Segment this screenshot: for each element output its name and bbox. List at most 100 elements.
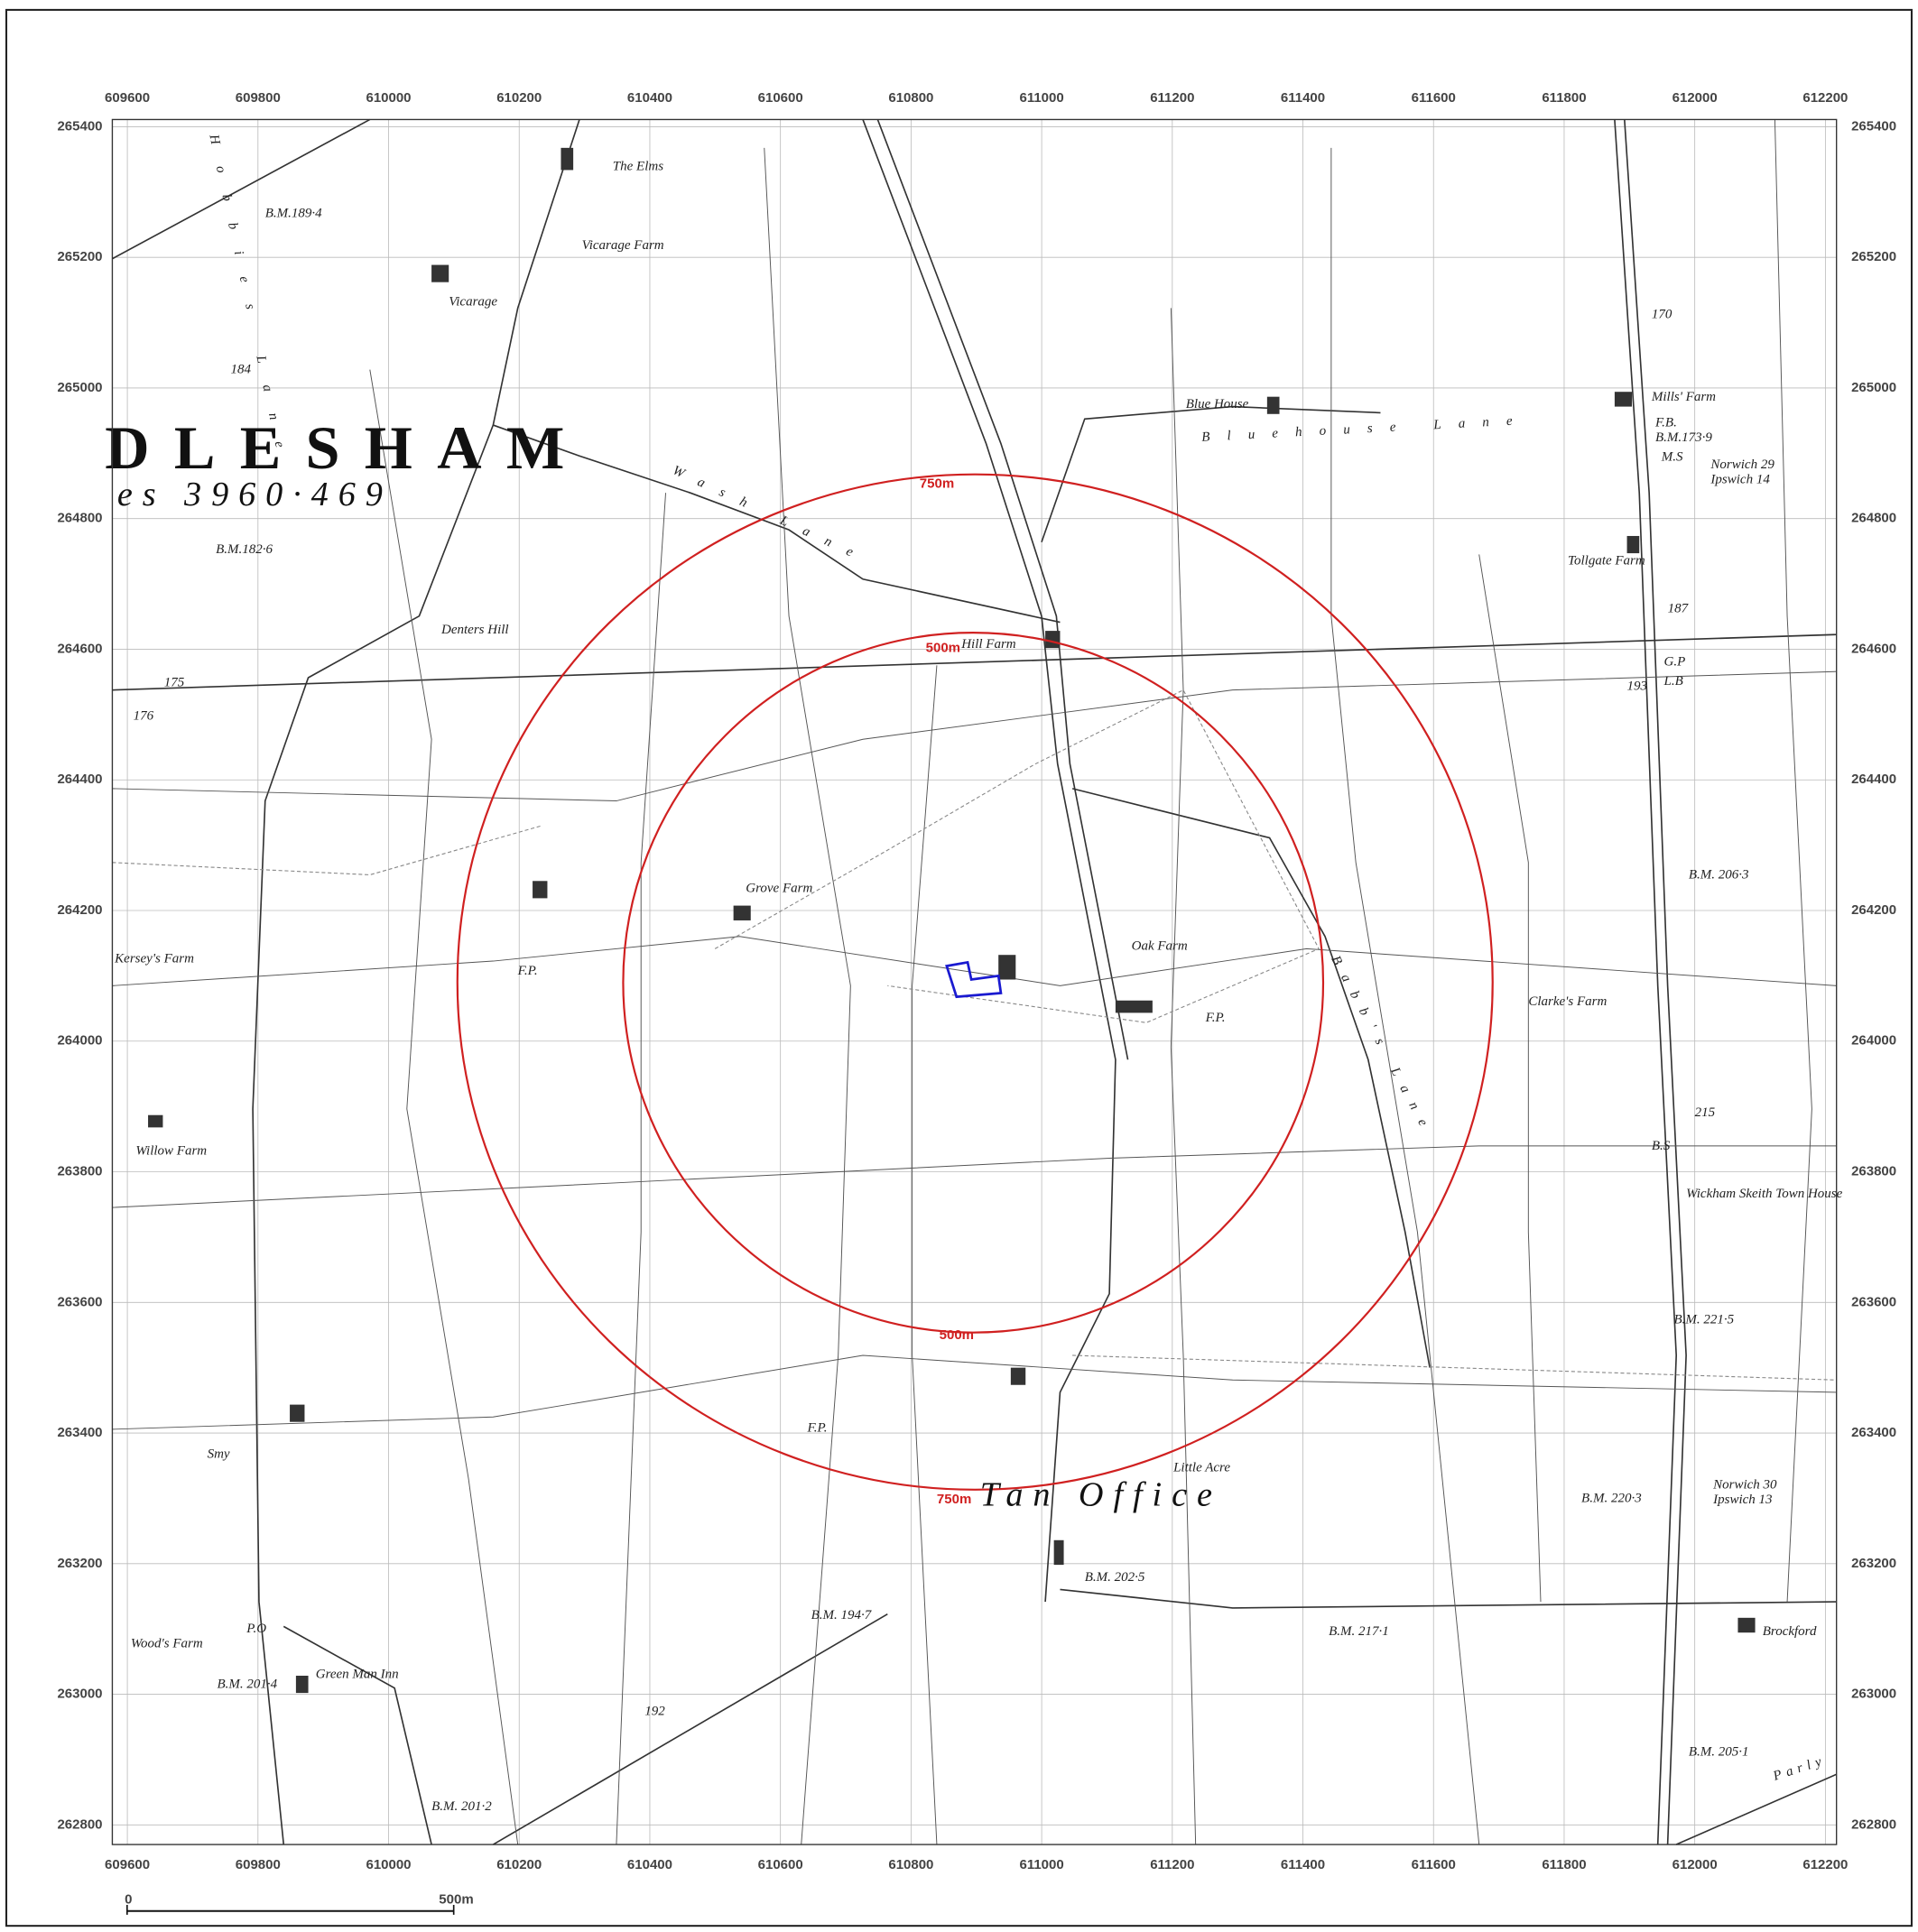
place-label: Tan Office [980, 1476, 1222, 1514]
place-label: Vicarage Farm [582, 238, 664, 253]
y-tick-label: 262800 [57, 1816, 102, 1832]
parish-label: DLESHAM [105, 413, 588, 482]
x-tick-label: 610800 [888, 1857, 933, 1872]
map-frame [111, 118, 1838, 1845]
y-tick-label: 263400 [57, 1425, 102, 1440]
bm-label: B.M. 194·7 [811, 1608, 873, 1622]
height-label: 175 [164, 676, 185, 690]
place-label: Green Man Inn [316, 1668, 399, 1682]
place-label: Blue House [1186, 397, 1249, 411]
place-label: Denters Hill [440, 623, 509, 637]
scale-label: 500m [439, 1891, 473, 1907]
x-tick-label: 610400 [627, 90, 672, 106]
scale-label: 0 [125, 1891, 132, 1907]
bm-label: B.M. 205·1 [1689, 1745, 1749, 1760]
x-tick-label: 612200 [1802, 90, 1848, 106]
y-tick-label: 264800 [57, 511, 102, 526]
roads [112, 118, 1838, 1845]
y-tick-label: 262800 [1851, 1816, 1896, 1832]
x-tick-label: 610000 [366, 1857, 411, 1872]
place-label: Little Acre [1172, 1460, 1230, 1474]
y-tick-label: 265000 [1851, 380, 1896, 395]
place-label: Wood's Farm [131, 1637, 203, 1651]
place-label: Ipswich 14 [1710, 472, 1770, 486]
ring-label: 750m [937, 1492, 971, 1507]
bm-label: B.M. 206·3 [1689, 868, 1749, 883]
x-tick-label: 610400 [627, 1857, 672, 1872]
y-tick-label: 263800 [1851, 1163, 1896, 1179]
place-label: Tollgate Farm [1568, 553, 1645, 568]
x-tick-label: 611400 [1281, 1857, 1325, 1872]
parish-area: es 3960·469 [117, 476, 393, 513]
bm-label: B.M.173·9 [1655, 430, 1712, 445]
place-label: Kersey's Farm [114, 951, 194, 966]
place-label: Wickham Skeith Town House [1686, 1187, 1843, 1201]
place-label: Ipswich 13 [1712, 1493, 1772, 1507]
x-tick-label: 611000 [1019, 90, 1063, 106]
y-tick-label: 263200 [1851, 1556, 1896, 1571]
fields [112, 119, 1837, 1845]
x-tick-label: 611600 [1412, 1857, 1456, 1872]
bm-label: B.M. 221·5 [1673, 1312, 1734, 1327]
place-label: L.B [1663, 674, 1683, 689]
place-label: Hill Farm [960, 637, 1016, 652]
place-label: Mills' Farm [1651, 390, 1716, 404]
x-tick-label: 611000 [1019, 1857, 1063, 1872]
y-tick-label: 264000 [1851, 1033, 1896, 1049]
x-tick-label: 611600 [1412, 90, 1456, 106]
y-tick-label: 264200 [1851, 902, 1896, 918]
x-tick-label: 610000 [366, 90, 411, 106]
place-label: M.S [1661, 450, 1683, 465]
place-label: Brockford [1763, 1624, 1817, 1639]
bm-label: B.M. 201·2 [431, 1799, 492, 1814]
x-tick-label: 611200 [1150, 90, 1194, 106]
ring-750m [456, 473, 1494, 1491]
road-label: Babb's Lane [1328, 954, 1436, 1140]
bm-label: B.M. 220·3 [1581, 1491, 1642, 1505]
x-tick-label: 612200 [1802, 1857, 1848, 1872]
height-label: 193 [1627, 679, 1648, 694]
site-boundary [945, 960, 1003, 999]
outer-border [5, 8, 1913, 1927]
bm-label: B.M. 217·1 [1329, 1624, 1389, 1639]
bm-label: B.M.189·4 [265, 206, 322, 220]
y-tick-label: 263600 [57, 1294, 102, 1309]
y-tick-label: 265200 [57, 249, 102, 264]
y-tick-label: 263000 [1851, 1687, 1896, 1702]
road-label: Bluehouse Lane [1201, 413, 1530, 445]
ring-label: 500m [940, 1327, 974, 1343]
height-label: 215 [1695, 1105, 1716, 1120]
x-tick-label: 610200 [496, 90, 542, 106]
place-label: Norwich 29 [1710, 458, 1774, 472]
ring-label: 500m [926, 640, 960, 655]
y-tick-label: 265400 [57, 118, 102, 134]
y-tick-label: 264000 [57, 1033, 102, 1049]
x-tick-label: 610800 [888, 90, 933, 106]
ring-500m [622, 632, 1325, 1334]
place-label: Smy [208, 1447, 230, 1461]
y-tick-label: 263400 [1851, 1425, 1896, 1440]
place-label: Grove Farm [746, 882, 812, 896]
bm-label: B.M. 202·5 [1085, 1570, 1145, 1585]
bm-label: B.M. 201·4 [218, 1678, 278, 1692]
place-label: Oak Farm [1132, 939, 1188, 954]
place-label: P.O [246, 1622, 266, 1636]
place-label: Willow Farm [135, 1143, 207, 1158]
x-tick-label: 612000 [1672, 1857, 1718, 1872]
height-label: 176 [134, 708, 154, 723]
y-tick-label: 264600 [57, 641, 102, 656]
y-tick-label: 265200 [1851, 249, 1896, 264]
height-label: 170 [1652, 307, 1672, 321]
place-label: G.P [1664, 654, 1686, 669]
y-tick-label: 264600 [1851, 641, 1896, 656]
height-label: 192 [644, 1705, 665, 1719]
place-label: The Elms [613, 159, 663, 173]
place-label: Norwich 30 [1712, 1477, 1777, 1492]
place-label: B.S [1652, 1139, 1671, 1153]
bm-label: B.M.182·6 [216, 542, 273, 557]
grid [112, 119, 1837, 1845]
place-label: F.B. [1654, 415, 1677, 430]
x-tick-label: 611400 [1281, 90, 1325, 106]
y-tick-label: 265400 [1851, 118, 1896, 134]
